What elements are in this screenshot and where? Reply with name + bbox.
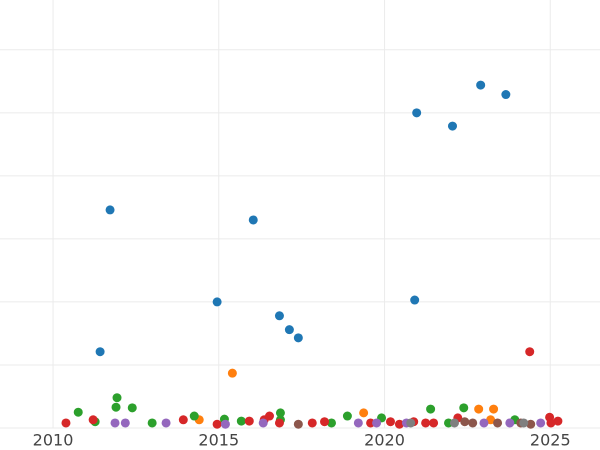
x-tick-label: 2010 (33, 431, 74, 450)
point (178, 415, 188, 425)
point (536, 418, 546, 428)
point (326, 418, 336, 428)
point (220, 419, 230, 429)
point (505, 418, 515, 428)
point (284, 325, 294, 335)
point (447, 121, 457, 131)
point (105, 205, 115, 215)
point (412, 108, 422, 118)
point (353, 418, 363, 428)
point (236, 416, 246, 426)
point (244, 416, 254, 426)
point (274, 311, 284, 321)
point (553, 416, 563, 426)
point (275, 408, 285, 418)
point (501, 90, 511, 100)
point (479, 418, 489, 428)
x-tick-label: 2025 (530, 431, 571, 450)
point (474, 404, 484, 414)
point (189, 411, 199, 421)
point (372, 418, 382, 428)
point (110, 418, 120, 428)
point (394, 419, 404, 429)
point (410, 295, 420, 305)
point (307, 418, 317, 428)
point (359, 408, 369, 418)
point (459, 403, 469, 413)
point (426, 404, 436, 414)
point (449, 418, 459, 428)
point (212, 419, 222, 429)
point (476, 80, 486, 90)
point (147, 418, 157, 428)
point (385, 417, 395, 427)
point (274, 418, 284, 428)
point (468, 418, 478, 428)
point (293, 333, 303, 343)
point (493, 418, 503, 428)
point (95, 347, 105, 357)
point (61, 418, 71, 428)
point (120, 418, 130, 428)
point (73, 407, 83, 417)
point (421, 418, 431, 428)
point (111, 402, 121, 412)
point (212, 297, 222, 307)
point (293, 419, 303, 429)
point (519, 418, 529, 428)
point (460, 417, 470, 427)
point (546, 418, 556, 428)
point (112, 393, 122, 403)
point (161, 418, 171, 428)
point (526, 419, 536, 429)
point (342, 411, 352, 421)
point (265, 411, 275, 421)
point (429, 418, 439, 428)
point (489, 404, 499, 414)
point (248, 215, 258, 225)
x-tick-label: 2020 (364, 431, 405, 450)
point (88, 415, 98, 425)
point (406, 418, 416, 428)
point (258, 418, 268, 428)
point (525, 347, 535, 357)
x-tick-label: 2015 (198, 431, 239, 450)
point (127, 403, 137, 413)
point (320, 417, 330, 427)
point (227, 368, 237, 378)
